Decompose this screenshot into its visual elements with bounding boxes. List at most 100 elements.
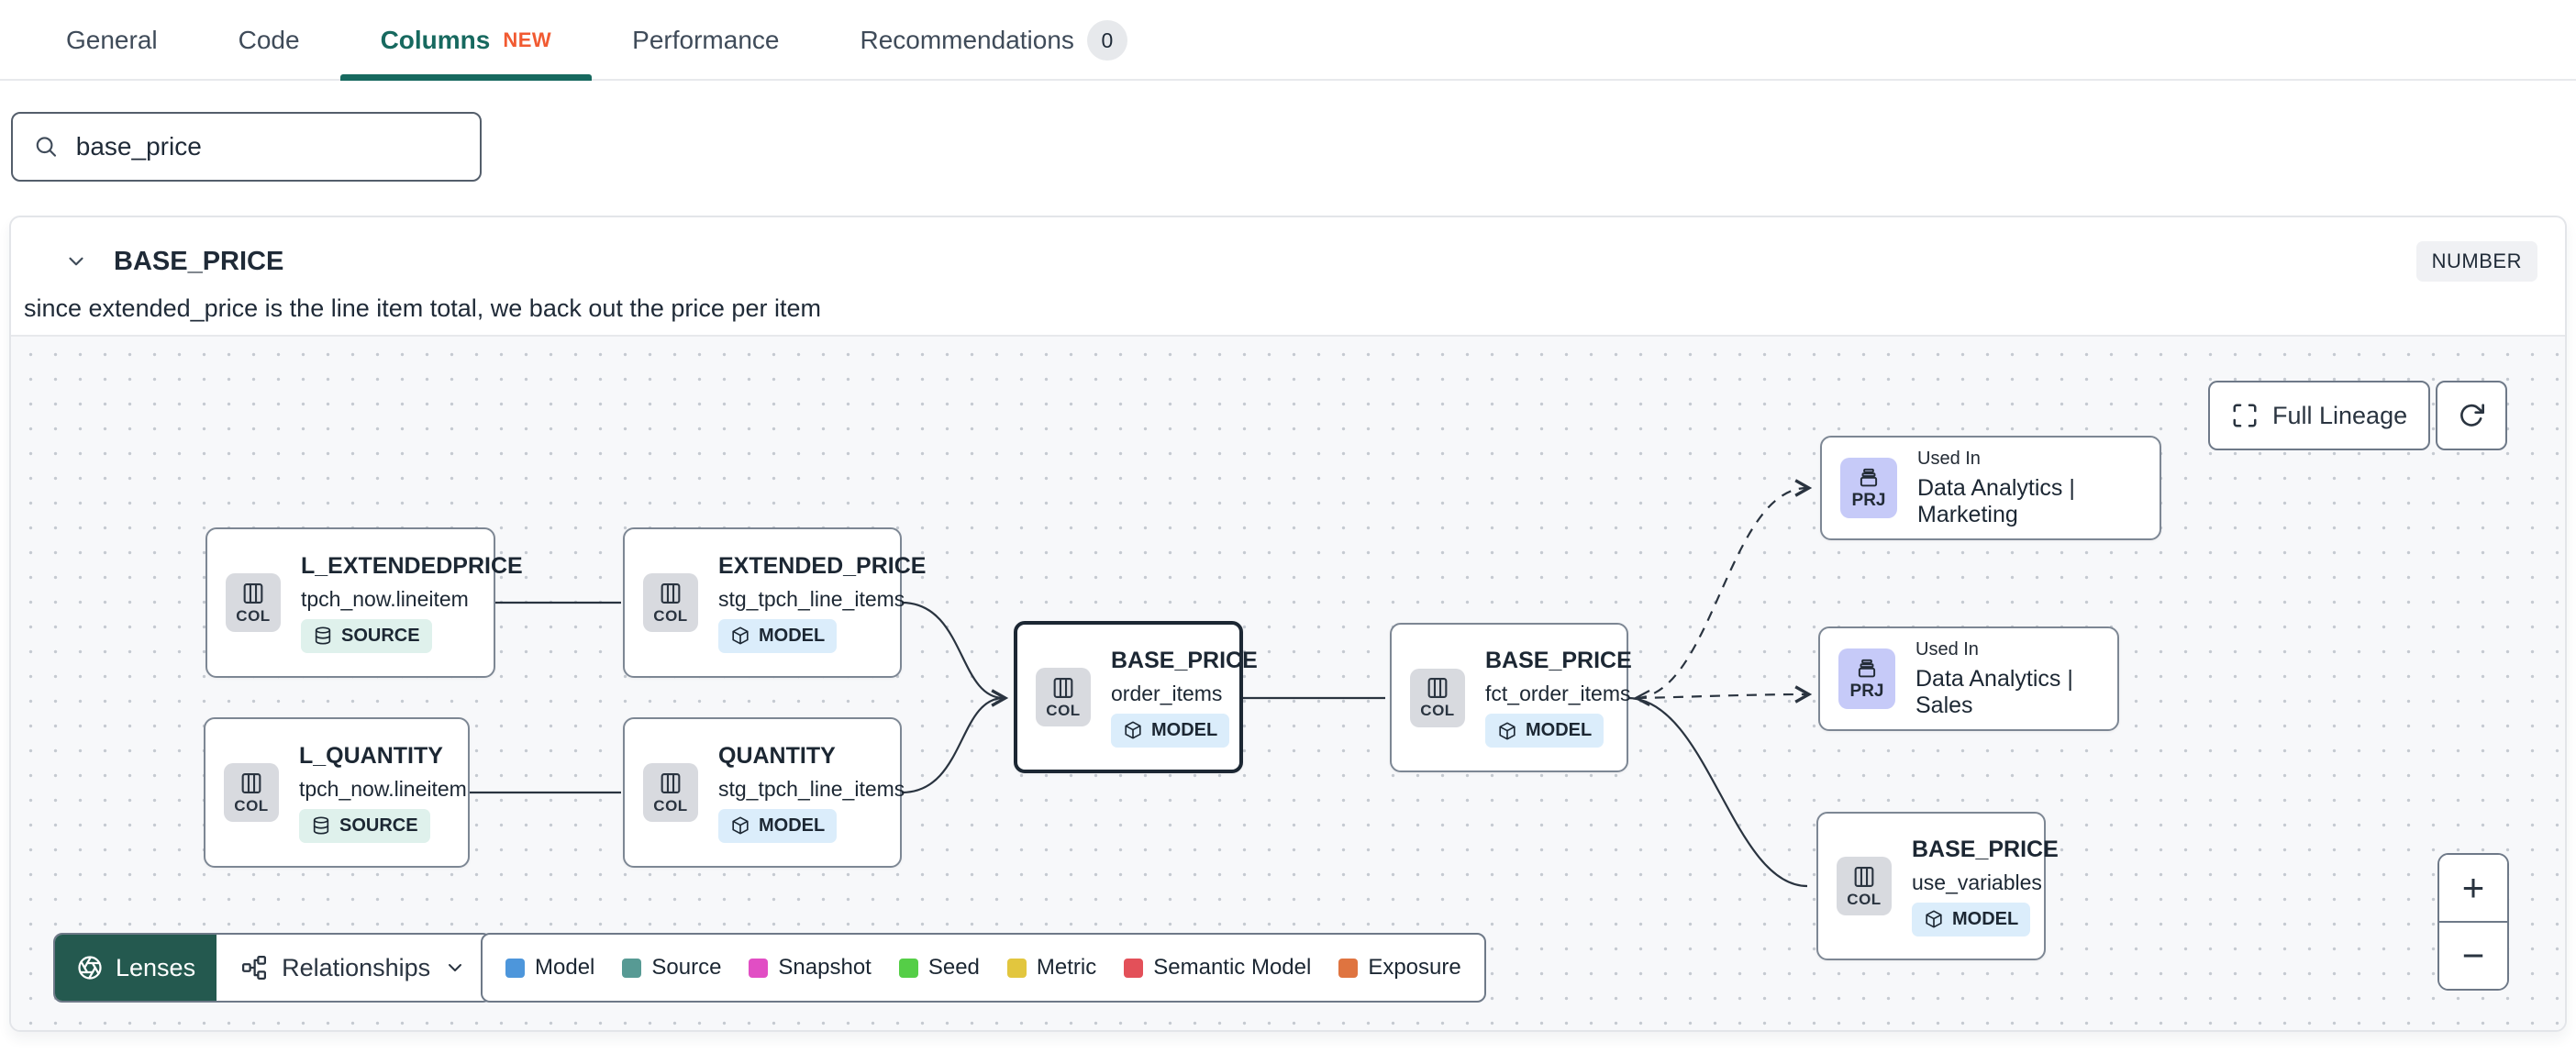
resource-label: SOURCE [341,625,420,646]
badge-label: COL [1847,890,1882,908]
aperture-icon [78,956,102,980]
relationships-dropdown[interactable]: Relationships [217,935,491,1001]
tab-recommendations[interactable]: Recommendations 0 [819,0,1167,81]
lineage-canvas[interactable]: COL L_EXTENDEDPRICE tpch_now.lineitem SO… [11,335,2565,1030]
lenses-button[interactable]: Lenses [55,935,217,1001]
node-subtitle: stg_tpch_line_items [718,776,905,801]
column-title: BASE_PRICE [114,246,284,276]
legend-label: Seed [927,955,980,980]
resource-pill-model: MODEL [1912,902,2031,937]
columns-icon [661,772,681,793]
legend-label: Model [535,955,595,980]
legend-swatch [1338,958,1359,978]
column-badge: COL [643,763,698,822]
tab-general[interactable]: General [26,0,198,81]
legend-label: Snapshot [778,955,872,980]
refresh-icon [2460,404,2484,427]
database-icon [315,626,331,645]
lineage-edges [470,479,1813,888]
node-used-in-sales[interactable]: PRJ Used In Data Analytics | Sales [1818,626,2119,731]
legend-item-model: Model [505,955,594,981]
badge-label: PRJ [1849,681,1884,701]
tab-code[interactable]: Code [198,0,340,81]
column-description: since extended_price is the line item to… [24,294,821,322]
search-row [0,81,2576,182]
lenses-label: Lenses [116,953,196,981]
project-icon [1858,659,1876,677]
full-lineage-button[interactable]: Full Lineage [2208,381,2431,450]
zoom-in-button[interactable]: + [2439,855,2507,923]
refresh-button[interactable] [2436,381,2507,450]
resource-pill-model: MODEL [718,808,838,843]
node-base-price-use-variables[interactable]: COL BASE_PRICE use_variables MODEL [1816,812,2059,960]
cube-icon [732,816,749,835]
lineage-legend: Model Source Snapshot Seed Metric Semant… [481,933,1486,1003]
resource-label: SOURCE [339,815,418,836]
column-badge: COL [224,763,279,822]
legend-item-semantic-model: Semantic Model [1124,955,1311,981]
legend-label: Metric [1036,955,1097,980]
badge-label: COL [1046,701,1081,719]
node-title: BASE_PRICE [1912,836,2059,862]
chevron-down-icon[interactable] [64,249,88,273]
cube-icon [1499,721,1516,740]
zoom-controls: + − [2437,853,2509,991]
node-subtitle: fct_order_items [1485,682,1631,705]
relationships-label: Relationships [282,953,431,981]
badge-label: COL [653,606,688,625]
resource-pill-source: SOURCE [301,618,432,653]
badge-label: COL [653,796,688,815]
database-icon [313,816,329,835]
columns-icon [661,582,681,604]
columns-icon [1854,866,1874,887]
legend-swatch [1006,958,1027,978]
column-type-badge: NUMBER [2415,241,2537,282]
node-title: L_EXTENDEDPRICE [301,552,523,579]
edge-fct-usevariables [1627,696,1808,888]
legend-item-metric: Metric [1006,955,1097,981]
legend-swatch [1124,958,1144,978]
columns-icon [1427,678,1448,698]
expand-icon [2233,404,2257,427]
chevron-down-icon [449,964,462,971]
search-input[interactable] [75,132,460,161]
legend-swatch [749,958,769,978]
legend-label: Exposure [1368,955,1461,980]
zoom-out-button[interactable]: − [2439,923,2507,989]
node-title: L_QUANTITY [299,742,443,769]
node-title: EXTENDED_PRICE [718,552,927,579]
edge-junction-arrow [1633,690,1650,706]
cube-icon [1125,721,1141,739]
recommendations-count-badge: 0 [1086,20,1127,61]
legend-item-exposure: Exposure [1338,955,1461,981]
edge-quantity-baseprice [901,696,1005,794]
node-l-extendedprice[interactable]: COL L_EXTENDEDPRICE tpch_now.lineitem SO… [205,527,523,678]
node-subtitle: use_variables [1912,870,2042,894]
tab-label: Performance [632,26,780,54]
badge-label: PRJ [1851,490,1886,510]
node-base-price-order-items[interactable]: COL BASE_PRICE order_items MODEL [1014,621,1258,773]
node-l-quantity[interactable]: COL L_QUANTITY tpch_now.lineitem SOURCE [204,717,470,868]
project-badge: PRJ [1838,648,1895,709]
resource-label: MODEL [759,625,826,646]
resource-label: MODEL [1151,719,1218,740]
node-used-in-marketing[interactable]: PRJ Used In Data Analytics | Marketing [1820,436,2161,540]
node-quantity[interactable]: COL QUANTITY stg_tpch_line_items MODEL [623,717,905,868]
tab-performance[interactable]: Performance [592,0,819,81]
node-extended-price[interactable]: COL EXTENDED_PRICE stg_tpch_line_items M… [623,527,926,678]
tab-columns[interactable]: Columns NEW [339,0,593,81]
relationships-icon [242,956,267,980]
tab-bar: General Code Columns NEW Performance Rec… [0,0,2576,81]
used-in-label: Used In [1917,448,1981,469]
node-base-price-fct-order-items[interactable]: COL BASE_PRICE fct_order_items MODEL [1390,623,1632,772]
legend-item-source: Source [622,955,721,981]
edge-fct-sales [1636,685,1813,704]
search-box[interactable] [11,112,482,182]
resource-label: MODEL [1952,908,2019,929]
badge-label: COL [234,796,269,815]
project-name: Data Analytics | Sales [1915,665,2073,718]
node-subtitle: order_items [1111,681,1223,705]
legend-label: Source [651,955,722,980]
tab-label: Recommendations [860,26,1074,54]
